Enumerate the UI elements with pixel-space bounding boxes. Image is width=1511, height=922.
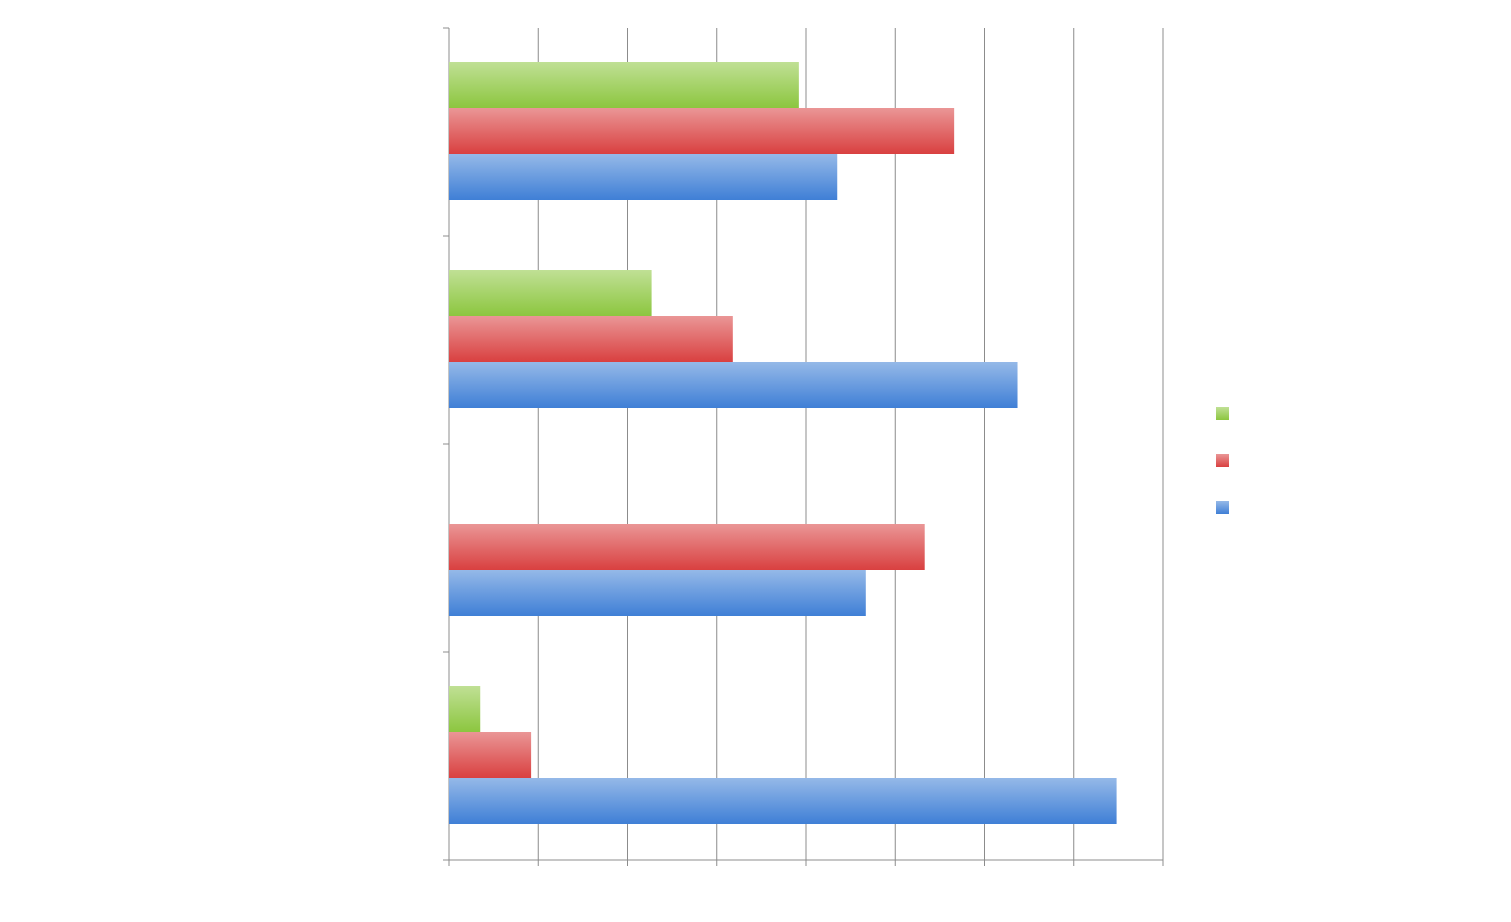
bar (449, 732, 532, 778)
bar (449, 524, 925, 570)
legend-swatch (1216, 501, 1229, 514)
bar (449, 270, 652, 316)
legend-swatch (1216, 407, 1229, 420)
bar (449, 62, 799, 108)
bar (449, 686, 481, 732)
bar (449, 316, 733, 362)
bar (449, 570, 866, 616)
legend-swatch (1216, 454, 1229, 467)
bar (449, 108, 955, 154)
bar (449, 154, 838, 200)
bar (449, 778, 1117, 824)
bar (449, 362, 1018, 408)
